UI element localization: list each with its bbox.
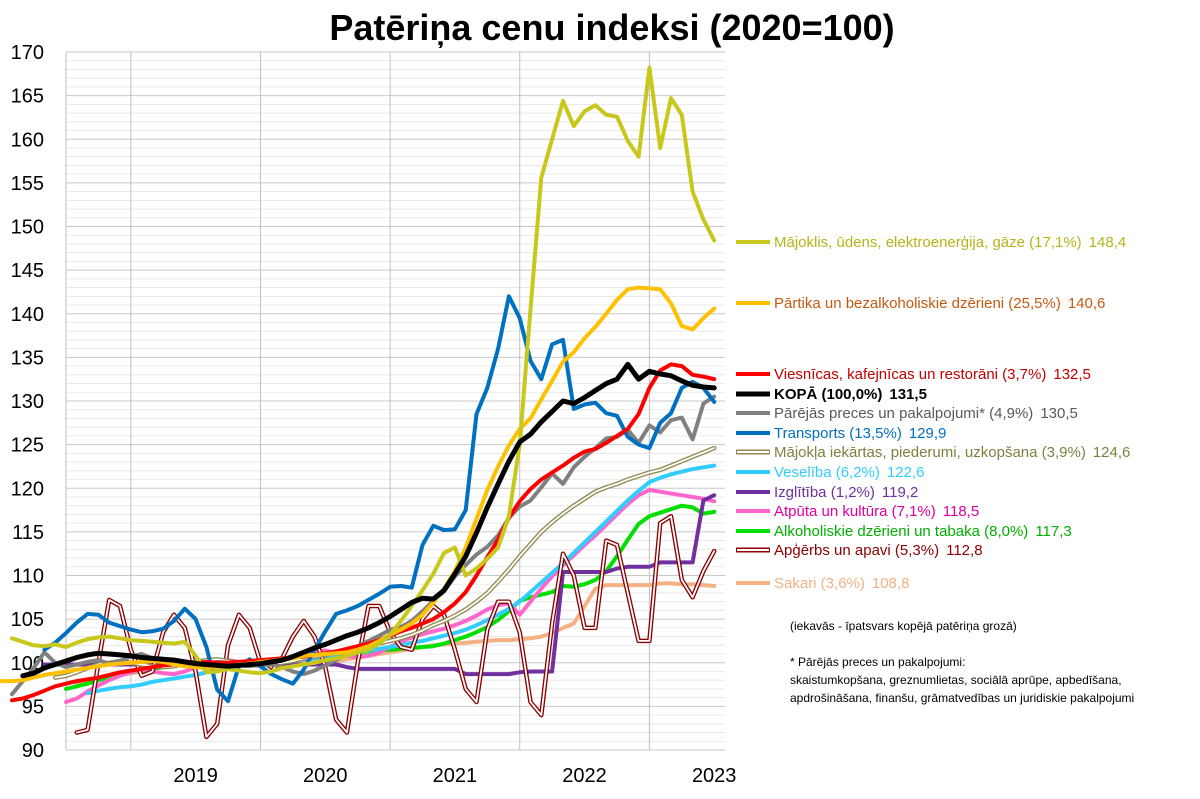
note-other-line1: skaistumkopšana, greznumlietas, sociālā …: [790, 673, 1122, 687]
y-axis: 90 95 100 105 110 115 120 125 130 135 140 145 150 155…: [11, 42, 44, 762]
legend-label: Sakari (3,6%) 108,8: [774, 575, 909, 592]
legend-label: Pārējās preces un pakalpojumi* (4,9%) 130…: [774, 405, 1078, 422]
legend-series-name: Apģērbs un apavi (5,3%): [774, 542, 939, 559]
y-tick-label: 100: [11, 653, 44, 675]
legend-end-value: 131,5: [889, 386, 927, 403]
x-tick-label: 2020: [303, 765, 348, 787]
legend-entry: Apģērbs un apavi (5,3%) 112,8: [736, 542, 983, 559]
legend-label: Izglītība (1,2%) 119,2: [774, 484, 918, 501]
x-axis: 2019 2020 2021 2022 2023: [173, 765, 736, 787]
legend-entry: Mājokļa iekārtas, piederumi, uzkopšana (…: [736, 444, 1130, 461]
y-tick-label: 165: [11, 86, 44, 108]
legend-end-value: 130,5: [1040, 405, 1078, 422]
legend-entry: Alkoholiskie dzērieni un tabaka (8,0%) 11…: [736, 523, 1072, 540]
legend-entry: Pārtika un bezalkoholiskie dzērieni (25,…: [736, 295, 1105, 312]
chart-title: Patēriņa cenu indeksi (2020=100): [329, 7, 894, 48]
legend-end-value: 140,6: [1068, 295, 1106, 312]
series-line: [42, 294, 717, 704]
y-tick-label: 105: [11, 609, 44, 631]
legend-series-name: Izglītība (1,2%): [774, 484, 875, 501]
legend-series-name: Mājokļa iekārtas, piederumi, uzkopšana (…: [774, 444, 1086, 461]
y-tick-label: 150: [11, 217, 44, 239]
legend-entry: KOPĀ (100,0%) 131,5: [736, 386, 927, 403]
x-tick-label: 2019: [173, 765, 218, 787]
legend-end-value: 122,6: [887, 464, 925, 481]
footnotes: (iekavās - īpatsvars kopējā patēriņa gro…: [790, 619, 1134, 705]
legend-series-name: Veselība (6,2%): [774, 464, 880, 481]
legend-entry: Sakari (3,6%) 108,8: [736, 575, 909, 592]
legend-label: Alkoholiskie dzērieni un tabaka (8,0%) 11…: [774, 523, 1072, 540]
legend-series-name: Mājoklis, ūdens, elektroenerģija, gāze (…: [774, 234, 1082, 251]
series-line: [20, 361, 717, 679]
series-line: [0, 285, 717, 684]
y-tick-label: 140: [11, 304, 44, 326]
legend-series-name: Alkoholiskie dzērieni un tabaka (8,0%): [774, 523, 1028, 540]
y-tick-label: 120: [11, 478, 44, 500]
legend-end-value: 118,5: [943, 503, 979, 520]
y-tick-label: 170: [11, 42, 44, 64]
legend-entry: Transports (13,5%) 129,9: [736, 425, 946, 442]
y-tick-label: 90: [22, 740, 44, 762]
legend-series-name: Sakari (3,6%): [774, 575, 865, 592]
series-line: [10, 65, 717, 676]
note-weights: (iekavās - īpatsvars kopējā patēriņa gro…: [790, 619, 1017, 633]
legend-series-name: Atpūta un kultūra (7,1%): [774, 503, 936, 520]
legend-entry: Veselība (6,2%) 122,6: [736, 464, 924, 481]
legend-series-name: Viesnīcas, kafejnīcas un restorāni (3,7%…: [774, 366, 1046, 383]
x-tick-label: 2022: [562, 765, 607, 787]
x-tick-label: 2023: [692, 765, 737, 787]
legend-label: KOPĀ (100,0%) 131,5: [774, 386, 927, 403]
legend-series-name: Pārtika un bezalkoholiskie dzērieni (25,…: [774, 295, 1061, 312]
legend-entry: Izglītība (1,2%) 119,2: [736, 484, 918, 501]
x-tick-label: 2021: [433, 765, 478, 787]
legend-series-name: KOPĀ (100,0%): [774, 386, 882, 403]
legend-entry: Mājoklis, ūdens, elektroenerģija, gāze (…: [736, 234, 1126, 251]
legend-end-value: 129,9: [909, 425, 947, 442]
legend-end-value: 132,5: [1053, 366, 1091, 383]
y-tick-label: 115: [12, 522, 44, 544]
series-lines: [0, 65, 717, 740]
legend-end-value: 148,4: [1089, 234, 1127, 251]
legend-series-name: Pārējās preces un pakalpojumi* (4,9%): [774, 405, 1033, 422]
legend-end-value: 117,3: [1035, 523, 1071, 540]
legend-end-value: 112,8: [946, 542, 982, 559]
note-other-title: * Pārējās preces un pakalpojumi:: [790, 655, 965, 669]
legend-label: Transports (13,5%) 129,9: [774, 425, 946, 442]
legend-series-name: Transports (13,5%): [774, 425, 902, 442]
legend-label: Mājokļa iekārtas, piederumi, uzkopšana (…: [774, 444, 1130, 461]
legend-end-value: 119,2: [882, 484, 918, 501]
legend-entry: Atpūta un kultūra (7,1%) 118,5: [736, 503, 979, 520]
series-line: [10, 362, 717, 703]
y-tick-label: 145: [11, 260, 44, 282]
legend-end-value: 108,8: [872, 575, 910, 592]
legend-label: Pārtika un bezalkoholiskie dzērieni (25,…: [774, 295, 1105, 312]
legend-label: Veselība (6,2%) 122,6: [774, 464, 924, 481]
y-tick-label: 125: [11, 435, 44, 457]
legend-entry: Pārējās preces un pakalpojumi* (4,9%) 130…: [736, 405, 1078, 422]
legend-end-value: 124,6: [1093, 444, 1131, 461]
legend-label: Viesnīcas, kafejnīcas un restorāni (3,7%…: [774, 366, 1091, 383]
y-tick-label: 95: [22, 696, 44, 718]
y-tick-label: 135: [11, 347, 44, 369]
legend-label: Apģērbs un apavi (5,3%) 112,8: [774, 542, 983, 559]
y-tick-label: 130: [11, 391, 44, 413]
y-tick-label: 110: [12, 566, 44, 588]
y-tick-label: 155: [11, 173, 44, 195]
legend: Mājoklis, ūdens, elektroenerģija, gāze (…: [736, 234, 1130, 592]
legend-label: Atpūta un kultūra (7,1%) 118,5: [774, 503, 979, 520]
legend-label: Mājoklis, ūdens, elektroenerģija, gāze (…: [774, 234, 1126, 251]
legend-entry: Viesnīcas, kafejnīcas un restorāni (3,7%…: [736, 366, 1091, 383]
note-other-line2: apdrošināšana, finanšu, grāmatvedības un…: [790, 691, 1134, 705]
y-tick-label: 160: [11, 129, 44, 151]
